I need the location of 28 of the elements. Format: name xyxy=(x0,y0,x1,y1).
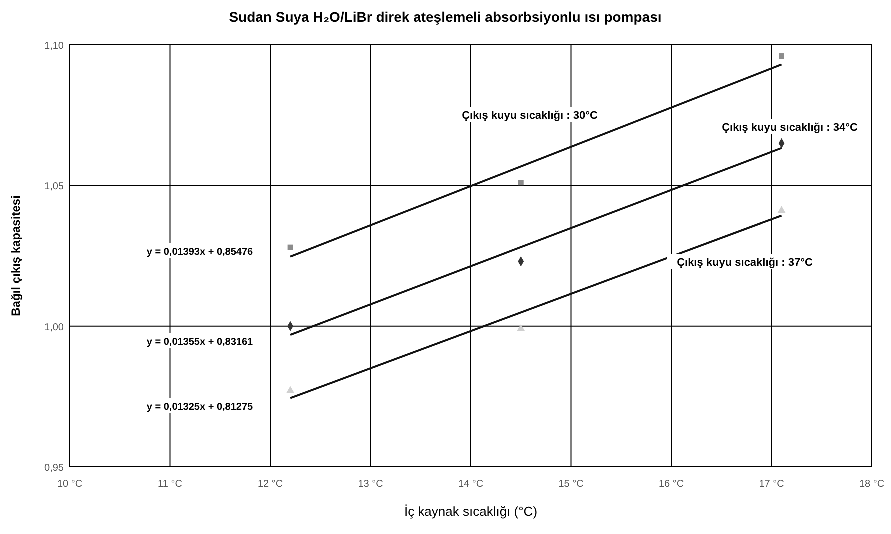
point xyxy=(286,386,295,394)
point xyxy=(288,244,294,250)
x-tick-label: 15 °C xyxy=(558,479,584,490)
x-tick-label: 14 °C xyxy=(458,479,484,490)
series-label: Çıkış kuyu sıcaklığı : 37°C xyxy=(677,257,813,269)
annotation: y = 0,01393x + 0,85476 xyxy=(146,247,254,258)
point xyxy=(779,54,785,59)
x-tick-label: 10 °C xyxy=(57,479,83,490)
point xyxy=(516,324,526,332)
series-label: Çıkış kuyu sıcaklığı : 34°C xyxy=(722,122,858,134)
x-tick-label: 11 °C xyxy=(158,479,182,490)
x-tick-label: 16 °C xyxy=(658,479,684,490)
y-tick-label: 0,95 xyxy=(44,463,64,474)
point xyxy=(518,180,524,186)
x-tick-label: 13 °C xyxy=(358,479,384,490)
y-tick-label: 1,10 xyxy=(44,41,64,52)
point xyxy=(778,206,786,214)
series-label: Çıkış kuyu sıcaklığı : 30°C xyxy=(462,110,598,122)
annotation: y = 0,01355x + 0,83161 xyxy=(146,337,254,348)
chart-title: Sudan Suya H₂O/LiBr direk ateşlemeli absorbsiyonlu ısı pompası xyxy=(229,9,662,25)
x-tick-label: 12 °C xyxy=(258,479,284,490)
y-axis-title: Bağıl çıkış kapasitesi xyxy=(9,196,23,316)
y-tick-label: 1,05 xyxy=(44,182,64,193)
x-tick-label: 18 °C xyxy=(859,479,885,490)
x-tick-label: 17 °C xyxy=(759,479,784,490)
x-axis-title: İç kaynak sıcaklığı (°C) xyxy=(404,504,538,519)
annotation: y = 0,01325x + 0,81275 xyxy=(146,402,254,413)
y-tick-label: 1,00 xyxy=(44,322,64,334)
